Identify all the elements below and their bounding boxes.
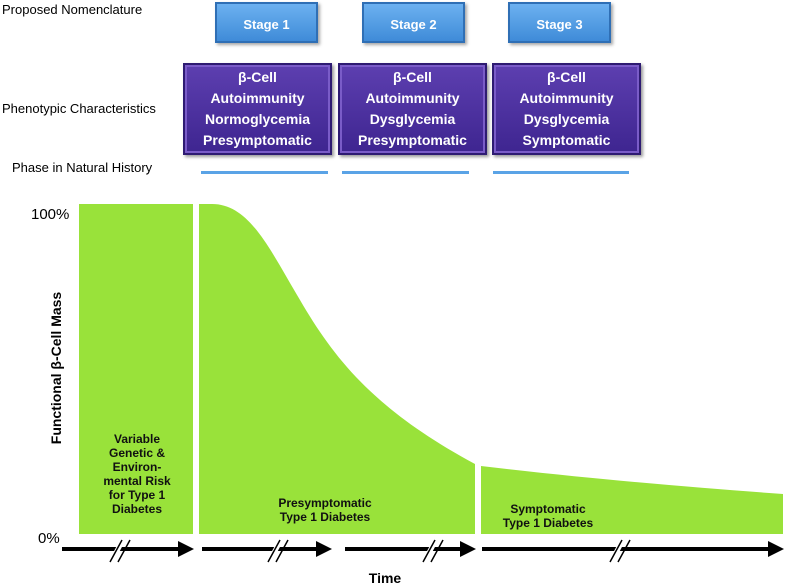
time-arrow-2 <box>202 536 332 563</box>
region-3-label: Symptomatic Type 1 Diabetes <box>488 502 608 530</box>
x-axis-title: Time <box>368 570 402 586</box>
phase-natural-history-label: Phase in Natural History <box>12 160 153 175</box>
region-1-line: for Type 1 <box>108 488 166 502</box>
y-axis-bottom-label: 0% <box>38 530 60 547</box>
stage-1-box: Stage 1 <box>215 2 318 43</box>
phase-line-stage-2 <box>342 171 469 174</box>
phenotype-line: β-Cell <box>547 69 586 85</box>
phenotype-line: Normoglycemia <box>204 111 311 127</box>
y-axis-title: Functional β-Cell Mass <box>48 291 64 445</box>
phenotypic-characteristics-label: Phenotypic Characteristics <box>2 101 156 116</box>
phenotype-line: Dysglycemia <box>523 111 610 127</box>
region-1-line: Genetic & <box>108 446 165 460</box>
phenotype-line: β-Cell <box>238 69 277 85</box>
phase-line-stage-3 <box>493 171 629 174</box>
symptomatic-region <box>481 466 783 534</box>
phenotype-box-stage-1: β-Cell Autoimmunity Normoglycemia Presym… <box>183 63 332 155</box>
time-arrow-1 <box>62 536 194 563</box>
y-axis-top-label: 100% <box>31 206 70 223</box>
time-arrow-4 <box>482 536 784 563</box>
region-1-line: mental Risk <box>103 474 171 488</box>
region-1-line: Variable <box>113 432 161 446</box>
time-arrow-3 <box>345 536 476 563</box>
phenotype-line: Presymptomatic <box>358 132 467 148</box>
region-1-label: Variable Genetic & Environ- mental Risk … <box>92 432 182 516</box>
region-3-line: Symptomatic <box>510 502 586 516</box>
region-1-line: Diabetes <box>111 502 163 516</box>
phenotype-line: Dysglycemia <box>369 111 456 127</box>
risk-region <box>79 204 193 534</box>
region-3-line: Type 1 Diabetes <box>502 516 594 530</box>
stage-2-box: Stage 2 <box>362 2 465 43</box>
region-2-line: Type 1 Diabetes <box>279 510 371 524</box>
region-1-line: Environ- <box>112 460 162 474</box>
presymptomatic-region <box>199 204 475 534</box>
stage-3-box: Stage 3 <box>508 2 611 43</box>
phase-line-stage-1 <box>201 171 328 174</box>
phenotype-line: Autoimmunity <box>519 90 614 106</box>
phenotype-line: Presymptomatic <box>203 132 312 148</box>
region-2-label: Presymptomatic Type 1 Diabetes <box>260 496 390 524</box>
phenotype-line: β-Cell <box>393 69 432 85</box>
phenotype-box-stage-3: β-Cell Autoimmunity Dysglycemia Symptoma… <box>492 63 641 155</box>
phenotype-line: Symptomatic <box>522 132 611 148</box>
phenotype-box-stage-2: β-Cell Autoimmunity Dysglycemia Presympt… <box>338 63 487 155</box>
phenotype-line: Autoimmunity <box>365 90 460 106</box>
proposed-nomenclature-label: Proposed Nomenclature <box>2 2 143 17</box>
phenotype-line: Autoimmunity <box>210 90 305 106</box>
region-2-line: Presymptomatic <box>278 496 372 510</box>
